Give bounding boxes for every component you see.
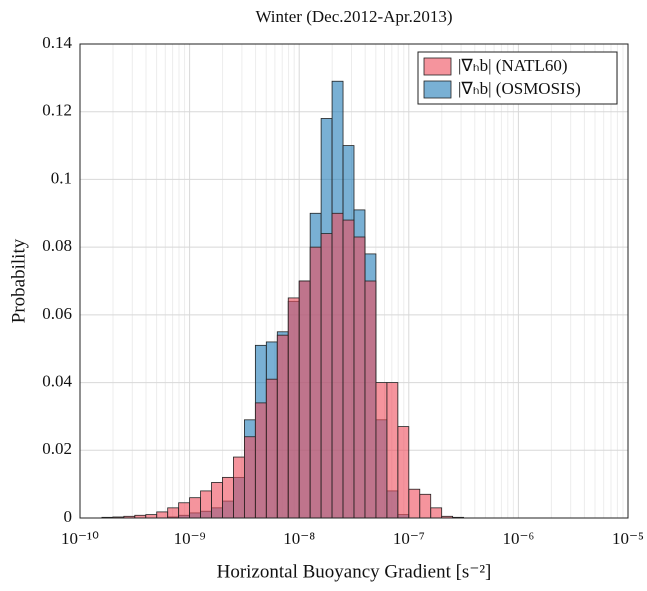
y-tick-label: 0.1 (51, 168, 72, 187)
histogram-bar (386, 382, 399, 519)
legend-swatch (423, 57, 452, 76)
histogram-bar (287, 297, 300, 519)
chart-title: Winter (Dec.2012-Apr.2013) (255, 7, 452, 26)
histogram-bar (375, 382, 388, 519)
histogram-bar (167, 507, 180, 519)
x-tick-label: 10⁻⁷ (393, 529, 425, 548)
histogram-bar (309, 246, 322, 519)
histogram-bar (430, 507, 443, 519)
histogram-bar (156, 511, 169, 519)
histogram-bar (276, 334, 289, 519)
histogram-bar (233, 456, 245, 519)
histogram-bar (222, 476, 234, 519)
histogram-bar (320, 233, 333, 519)
y-tick-label: 0.02 (42, 439, 72, 458)
histogram-bar (200, 490, 212, 519)
histogram-bar (331, 212, 344, 519)
histogram-bar (408, 488, 421, 519)
legend-label: |∇ₕb| (NATL60) (458, 56, 568, 75)
legend-label: |∇ₕb| (OSMOSIS) (458, 79, 581, 98)
y-tick-label: 0.04 (42, 371, 72, 390)
histogram-bar (298, 280, 311, 519)
plot-frame (79, 43, 629, 519)
histogram-bar (243, 436, 256, 519)
histogram-bar (419, 493, 432, 519)
x-tick-label: 10⁻⁸ (283, 529, 315, 548)
histogram-bar (342, 219, 355, 519)
histogram-bar (364, 280, 377, 519)
x-tick-label: 10⁻⁵ (612, 529, 644, 548)
histogram-bar (397, 426, 410, 519)
histogram-bar (189, 497, 201, 519)
histogram-bar (178, 502, 190, 519)
x-tick-label: 10⁻¹⁰ (61, 529, 99, 548)
histogram-bar (353, 236, 366, 519)
y-tick-label: 0.14 (42, 33, 72, 52)
y-tick-label: 0.06 (42, 304, 72, 323)
x-tick-label: 10⁻⁶ (502, 529, 534, 548)
x-axis-label: Horizontal Buoyancy Gradient [s⁻²] (217, 561, 492, 582)
legend-swatch (423, 80, 452, 99)
y-tick-label: 0.08 (42, 236, 72, 255)
y-tick-label: 0.12 (42, 101, 72, 120)
y-tick-label: 0 (64, 507, 73, 526)
histogram-bar (265, 378, 278, 519)
histogram-bar (145, 514, 158, 519)
histogram-bar (211, 482, 223, 519)
x-tick-label: 10⁻⁹ (174, 529, 206, 548)
histogram-bar (254, 402, 267, 519)
y-axis-label: Probability (8, 238, 29, 323)
